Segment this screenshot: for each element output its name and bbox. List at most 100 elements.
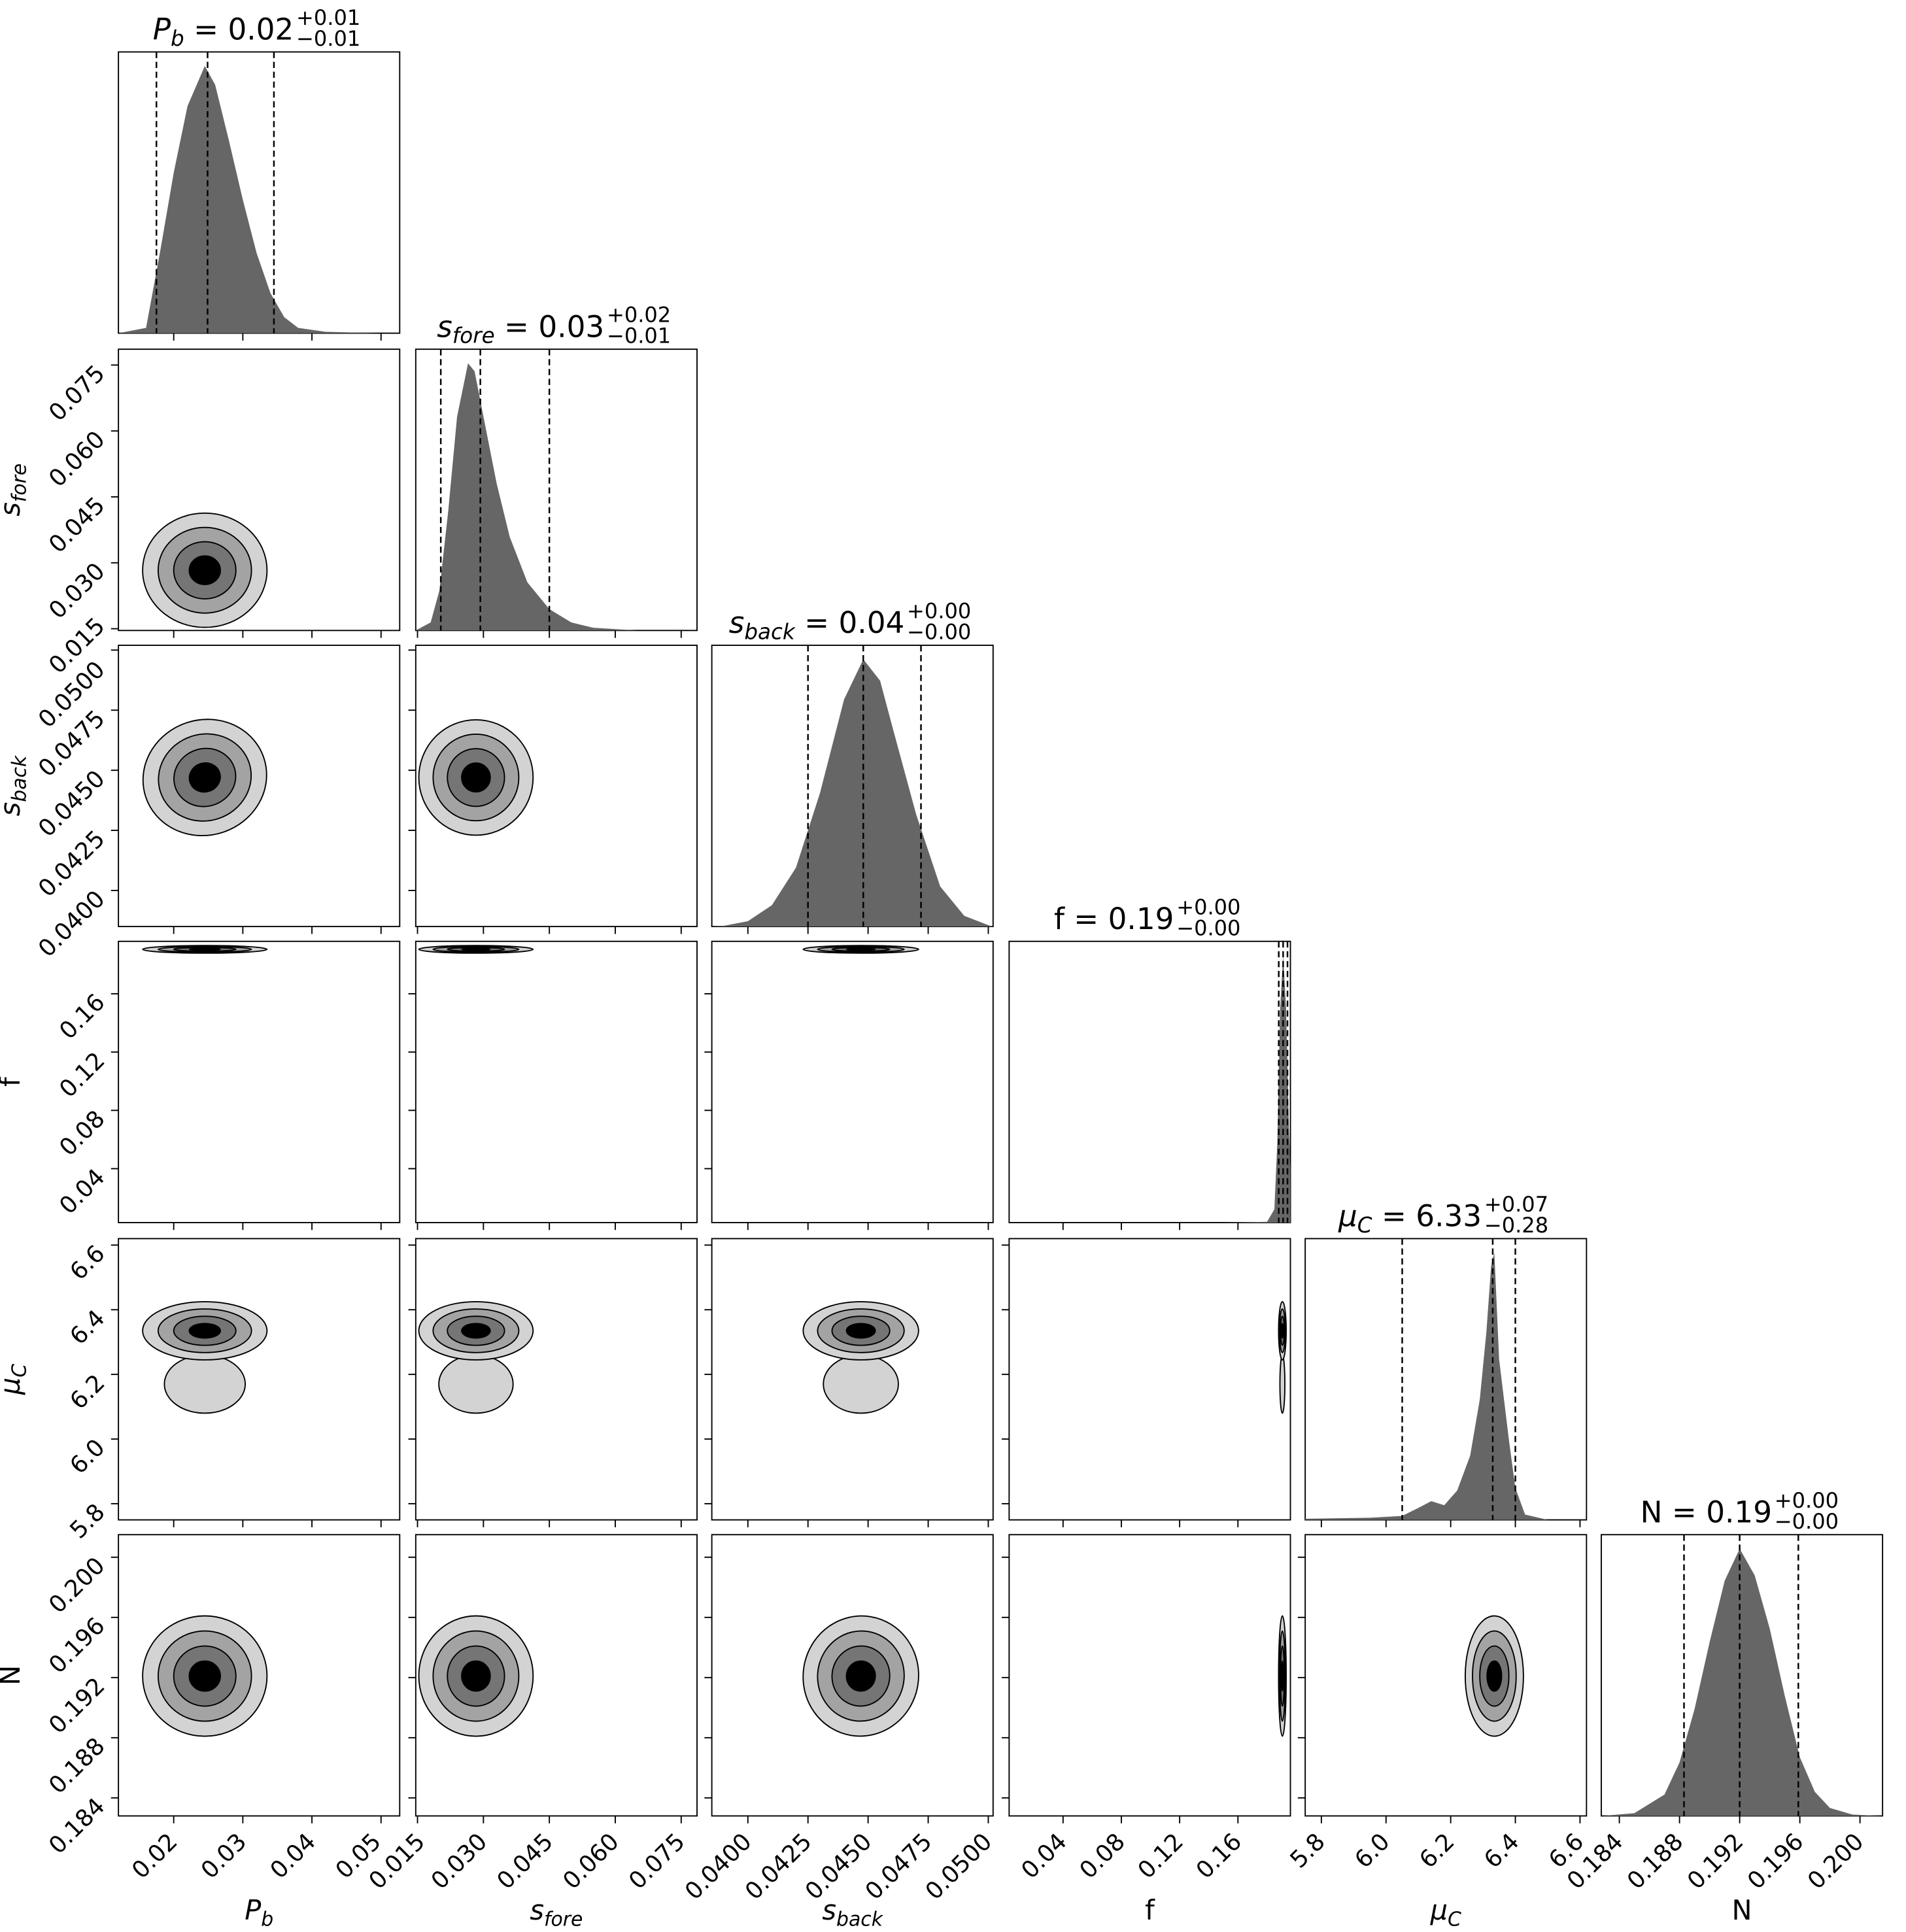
contour-tail: [438, 1354, 514, 1414]
panel-frame: [415, 940, 698, 1223]
y-tick-label: 0.192: [44, 1672, 111, 1739]
y-tick-label: 0.045: [44, 492, 111, 558]
y-axis-label-N: N: [0, 1665, 26, 1686]
y-tick-label: 0.12: [54, 1047, 110, 1103]
x-tick-label: 0.045: [492, 1828, 559, 1895]
x-tick-label: 0.0500: [921, 1828, 998, 1905]
y-axis-label-f: f: [0, 1076, 26, 1087]
title-upper-error: +0.00: [907, 598, 971, 623]
y-tick-label: 0.0425: [33, 826, 111, 903]
x-axis-label-N: N: [1732, 1894, 1752, 1926]
title-lower-error: −0.01: [607, 324, 671, 348]
contour-level-4: [188, 1660, 221, 1692]
histogram-fill: [711, 659, 993, 927]
y-tick-label: 6.4: [65, 1305, 110, 1350]
x-tick-label: 0.196: [1743, 1828, 1809, 1895]
contour-panel-muC-vs-N: 5.8 6.0 6.2 6.4 6.6: [1285, 1534, 1589, 1874]
contour-level-4: [845, 1323, 876, 1339]
title-lower-error: −0.28: [1484, 1213, 1548, 1238]
contour-level-4: [845, 1660, 876, 1692]
title-lower-error: −0.00: [1775, 1509, 1839, 1534]
y-tick-label: 0.16: [54, 989, 110, 1044]
title-lower-error: −0.00: [1176, 915, 1240, 940]
panel-title: N = 0.19: [1641, 1495, 1772, 1529]
contour-level-4: [188, 1323, 221, 1339]
panel-frame: [711, 940, 994, 1223]
x-tick-label: 0.0400: [680, 1828, 757, 1905]
x-axis-label-muC: μC: [1430, 1894, 1461, 1931]
contour-panel-sfore-vs-muC: [408, 1238, 698, 1527]
title-upper-error: +0.02: [607, 303, 671, 328]
x-tick-label: 0.08: [1074, 1828, 1130, 1884]
x-tick-label: 0.030: [426, 1828, 493, 1895]
x-axis-label-f: f: [1145, 1894, 1155, 1926]
x-tick-label: 0.16: [1191, 1828, 1247, 1884]
contour-level-4: [461, 1323, 491, 1339]
x-tick-label: 0.02: [127, 1828, 182, 1884]
hist-panel-sfore: +0.02−0.01: [415, 303, 698, 638]
panel-frame: [1008, 940, 1291, 1223]
panel-frame: [1008, 1238, 1291, 1521]
panel-frame: [1304, 1534, 1588, 1817]
panel-title: Pb = 0.02: [153, 12, 294, 51]
hist-panel-Pb: +0.01−0.01: [118, 5, 401, 341]
y-tick-label: 0.188: [44, 1733, 111, 1799]
contour-level-4: [461, 762, 491, 793]
x-tick-label: 5.8: [1285, 1828, 1331, 1873]
contour-level-4: [188, 947, 221, 951]
histogram-fill: [118, 65, 381, 333]
x-tick-label: 6.0: [1350, 1828, 1395, 1873]
contour-panel-Pb-vs-f: 0.040.080.120.16: [54, 940, 401, 1230]
contour-panel-Pb-vs-muC: 5.8 6.0 6.2 6.4 6.6: [65, 1238, 401, 1544]
y-tick-label: 6.2: [65, 1370, 110, 1415]
panel-title: sfore = 0.03: [437, 309, 604, 348]
x-tick-label: 0.060: [558, 1828, 624, 1895]
title-upper-error: +0.07: [1484, 1192, 1548, 1217]
x-tick-label: 0.0450: [800, 1828, 877, 1905]
y-tick-label: 0.184: [44, 1793, 111, 1859]
y-tick-label: 0.0400: [33, 885, 111, 962]
x-tick-label: 0.188: [1622, 1828, 1689, 1895]
panel-frame: [1304, 1238, 1588, 1521]
histogram-fill: [1601, 1548, 1883, 1816]
x-tick-label: 6.4: [1479, 1828, 1524, 1873]
x-tick-label: 0.200: [1803, 1828, 1869, 1895]
contour-level-4: [188, 555, 221, 586]
contour-panel-f-vs-N: 0.04 0.08 0.12 0.16: [1002, 1534, 1291, 1884]
contour-panel-sback-vs-f: [704, 940, 994, 1230]
y-axis-label-sback: sback: [0, 754, 31, 816]
x-tick-label: 0.04: [265, 1828, 321, 1884]
contour-panel-f-vs-muC: [1002, 1238, 1291, 1527]
x-tick-label: 0.0475: [860, 1828, 938, 1905]
y-tick-label: 0.030: [44, 558, 111, 624]
hist-panel-f: +0.00−0.00: [1008, 894, 1291, 1230]
y-tick-label: 0.08: [54, 1106, 110, 1161]
contour-panel-sfore-vs-f: [408, 940, 698, 1230]
hist-panel-muC: +0.07−0.28: [1304, 1192, 1588, 1527]
histogram-fill: [415, 363, 638, 631]
y-tick-label: 0.04: [54, 1164, 110, 1219]
y-tick-label: 6.0: [65, 1434, 110, 1479]
panel-title: f = 0.19: [1054, 902, 1174, 936]
x-tick-label: 0.192: [1682, 1828, 1749, 1895]
hist-panel-sback: +0.00−0.00: [711, 598, 994, 934]
contour-tail: [163, 1354, 247, 1414]
x-tick-label: 0.03: [196, 1828, 252, 1884]
y-tick-label: 0.196: [44, 1612, 111, 1679]
panel-frame: [1008, 1534, 1291, 1817]
panel-frame: [118, 940, 401, 1223]
y-tick-label: 0.200: [44, 1552, 111, 1619]
contour-level-4: [1486, 1660, 1503, 1692]
x-axis-label-Pb: Pb: [245, 1894, 273, 1931]
contour-level-4: [1280, 1660, 1284, 1692]
contour-level-4: [461, 947, 491, 951]
title-lower-error: −0.01: [296, 26, 360, 51]
y-axis-label-muC: μC: [0, 1364, 31, 1395]
title-upper-error: +0.00: [1176, 894, 1240, 919]
y-axis-label-sfore: sfore: [0, 464, 31, 517]
title-lower-error: −0.00: [907, 620, 971, 645]
